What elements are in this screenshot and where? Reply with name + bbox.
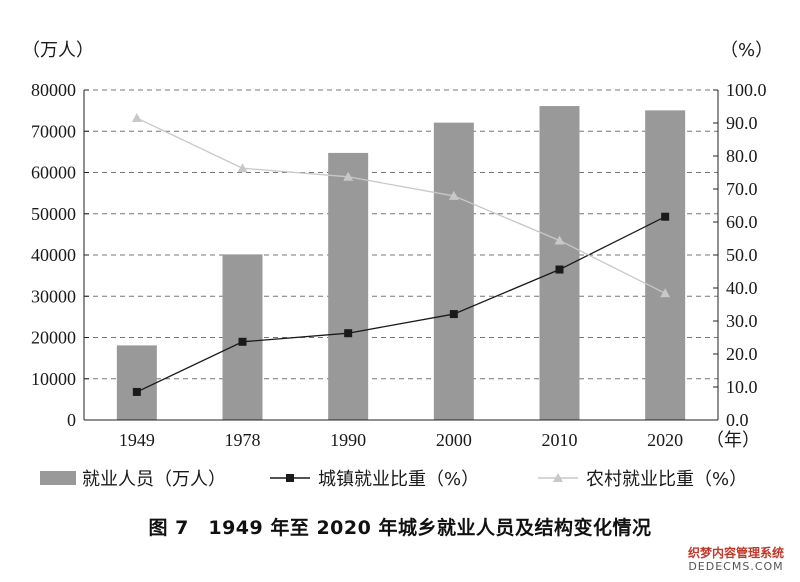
x-tick-label: 2020	[647, 430, 683, 450]
chart: 0 10000 20000 30000 40000 50000 60000 70000 8000…	[22, 40, 773, 490]
legend-label: 城镇就业比重（%）	[318, 469, 479, 490]
right-tick-label: 10.0	[726, 377, 758, 397]
right-tick-label: 60.0	[726, 212, 758, 232]
point	[449, 310, 458, 319]
bar	[222, 254, 263, 420]
x-tick-label: 1978	[225, 430, 261, 450]
left-tick-label: 80000	[31, 80, 76, 100]
series-line	[136, 117, 666, 294]
legend-label: 农村就业比重（%）	[586, 469, 747, 490]
right-tick-label: 70.0	[726, 179, 758, 199]
legend-marker	[286, 474, 294, 482]
right-tick-label: 90.0	[726, 113, 758, 133]
legend-swatch	[40, 471, 76, 485]
point	[344, 329, 353, 338]
point	[132, 387, 141, 396]
watermark-line2: DEDECMS.COM	[688, 560, 784, 573]
left-axis-unit: （万人）	[22, 40, 94, 61]
chart-title: 图 7 1949 年至 2020 年城乡就业人员及结构变化情况	[148, 517, 652, 539]
left-tick-label: 60000	[31, 163, 76, 183]
right-tick-label: 50.0	[726, 245, 758, 265]
right-tick-label: 0.0	[726, 410, 749, 430]
bar	[645, 110, 686, 421]
point	[343, 171, 354, 181]
legend: 就业人员（万人） 城镇就业比重（%） 农村就业比重（%）	[40, 469, 747, 490]
point	[554, 235, 565, 245]
right-tick-label: 30.0	[726, 311, 758, 331]
left-tick-label: 70000	[31, 121, 76, 141]
right-tick-label: 20.0	[726, 344, 758, 364]
series-line	[136, 216, 666, 393]
left-tick-label: 40000	[31, 245, 76, 265]
right-axis-unit: （%）	[720, 40, 773, 61]
x-tick-label: 1990	[330, 430, 366, 450]
left-tick-label: 20000	[31, 328, 76, 348]
grid	[84, 89, 718, 380]
right-tick-label: 100.0	[726, 80, 767, 100]
point	[661, 212, 670, 221]
left-tick-label: 50000	[31, 204, 76, 224]
lines	[131, 113, 671, 396]
right-tick-label: 80.0	[726, 146, 758, 166]
point	[448, 190, 459, 200]
point	[555, 265, 564, 274]
point	[131, 113, 142, 123]
x-tick-label: 2000	[436, 430, 472, 450]
legend-label: 就业人员（万人）	[82, 469, 226, 490]
left-tick-label: 0	[67, 410, 76, 430]
tick-labels: 0 10000 20000 30000 40000 50000 60000 70000 8000…	[22, 40, 773, 451]
watermark-line1: 织梦内容管理系统	[687, 546, 784, 560]
x-tick-label: 1949	[119, 430, 155, 450]
x-axis-unit: （年）	[706, 430, 760, 451]
bar	[433, 122, 474, 420]
right-tick-label: 40.0	[726, 278, 758, 298]
bars	[116, 106, 686, 421]
point	[238, 337, 247, 346]
x-tick-label: 2010	[542, 430, 578, 450]
bar	[328, 152, 369, 420]
legend-marker	[553, 473, 563, 482]
point	[237, 163, 248, 173]
bar	[116, 345, 157, 420]
axes	[83, 89, 719, 421]
point	[660, 288, 671, 298]
left-tick-label: 10000	[31, 369, 76, 389]
watermark-logo: 织梦内容管理系统 DEDECMS.COM	[678, 546, 794, 576]
left-tick-label: 30000	[31, 286, 76, 306]
